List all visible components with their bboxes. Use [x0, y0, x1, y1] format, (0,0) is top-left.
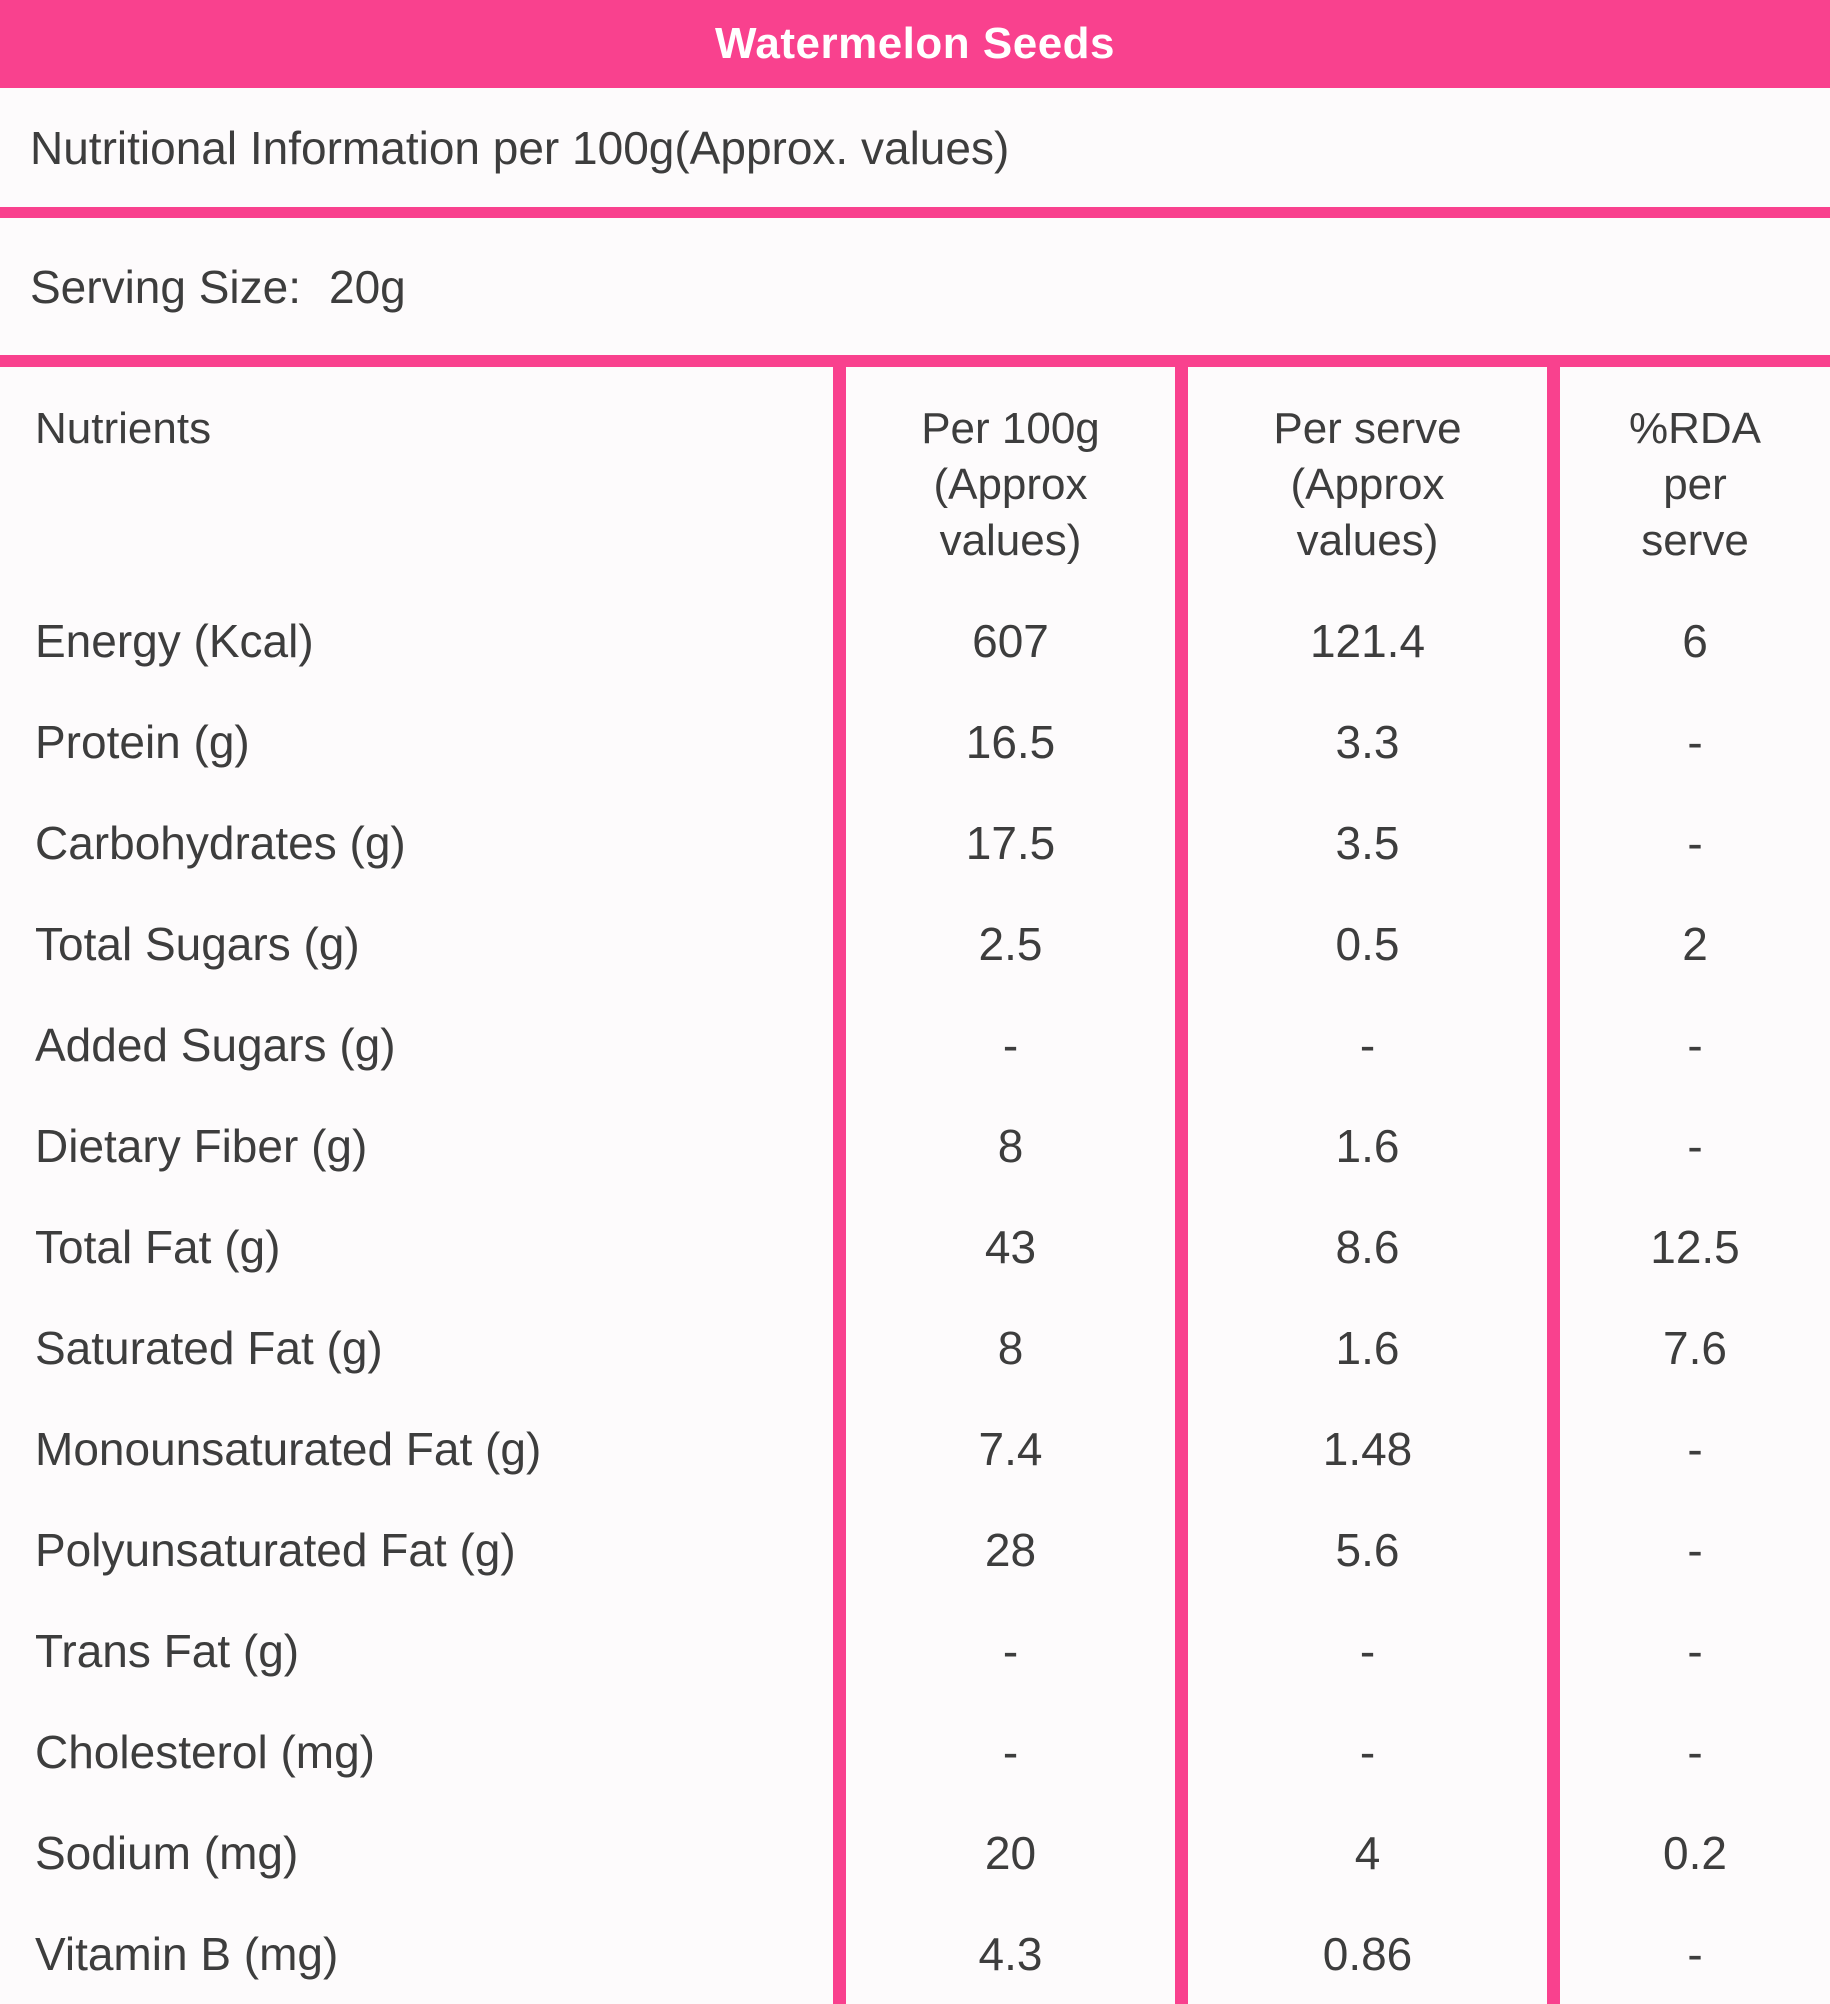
value-rda: 6: [1547, 590, 1830, 691]
header-line: values): [939, 516, 1082, 565]
nutrient-label: Cholesterol (mg): [35, 1725, 375, 1778]
value-per-100g: 17.5: [833, 792, 1175, 893]
value-per-serve: 5.6: [1175, 1499, 1547, 1600]
value-rda: -: [1547, 1095, 1830, 1196]
header-line: (Approx: [933, 460, 1088, 509]
value-rda: 7.6: [1547, 1297, 1830, 1398]
nutrient-label: Monounsaturated Fat (g): [35, 1422, 542, 1475]
header-line: Per serve: [1273, 404, 1462, 453]
value-rda: 12.5: [1547, 1196, 1830, 1297]
header-line: %RDA: [1628, 404, 1762, 453]
value-rda: -: [1547, 691, 1830, 792]
value-rda: -: [1547, 1600, 1830, 1701]
value-rda: -: [1547, 1903, 1830, 2004]
nutrient-label: Polyunsaturated Fat (g): [35, 1523, 516, 1576]
divider-top: [0, 207, 1830, 218]
nutritional-info-text: Nutritional Information per 100g(Approx.…: [30, 121, 1010, 174]
value-per-serve: 0.86: [1175, 1903, 1547, 2004]
value-per-100g: -: [833, 1701, 1175, 1802]
divider-serving: [0, 355, 1830, 367]
nutrient-label: Trans Fat (g): [35, 1624, 300, 1677]
nutrient-label: Carbohydrates (g): [35, 816, 406, 869]
nutrient-label: Dietary Fiber (g): [35, 1119, 368, 1172]
header-line: Per 100g: [921, 404, 1100, 453]
value-per-serve: 8.6: [1175, 1196, 1547, 1297]
serving-size-label: Serving Size:: [30, 260, 302, 313]
serving-size-value: 20g: [329, 260, 406, 313]
nutrient-label: Total Sugars (g): [35, 917, 360, 970]
value-per-100g: 43: [833, 1196, 1175, 1297]
value-per-serve: 1.48: [1175, 1398, 1547, 1499]
nutrient-label: Sodium (mg): [35, 1826, 299, 1879]
value-per-100g: -: [833, 994, 1175, 1095]
value-per-100g: 8: [833, 1297, 1175, 1398]
value-per-100g: 28: [833, 1499, 1175, 1600]
value-per-100g: 8: [833, 1095, 1175, 1196]
column-header-per-100g-text: Per 100g (Approx values): [921, 401, 1100, 569]
value-per-serve: -: [1175, 994, 1547, 1095]
nutritional-info-row: Nutritional Information per 100g(Approx.…: [0, 88, 1830, 207]
value-per-serve: 3.5: [1175, 792, 1547, 893]
value-per-serve: 1.6: [1175, 1297, 1547, 1398]
column-header-per-serve: Per serve (Approx values): [1175, 367, 1547, 590]
value-per-100g: 2.5: [833, 893, 1175, 994]
column-header-nutrients-text: Nutrients: [35, 404, 212, 453]
value-rda: -: [1547, 1701, 1830, 1802]
nutrient-label: Protein (g): [35, 715, 250, 768]
column-header-per-100g: Per 100g (Approx values): [833, 367, 1175, 590]
column-header-per-serve-text: Per serve (Approx values): [1273, 401, 1461, 569]
value-per-serve: 0.5: [1175, 893, 1547, 994]
nutrient-label: Added Sugars (g): [35, 1018, 396, 1071]
value-rda: -: [1547, 1398, 1830, 1499]
value-rda: 0.2: [1547, 1802, 1830, 1903]
title-band: Watermelon Seeds: [0, 0, 1830, 88]
value-rda: -: [1547, 994, 1830, 1095]
nutrition-table: Nutrients Per 100g (Approx values) Per s…: [0, 367, 1830, 2004]
serving-size-row: Serving Size: 20g: [0, 218, 1830, 355]
nutrient-label: Saturated Fat (g): [35, 1321, 383, 1374]
value-per-serve: 121.4: [1175, 590, 1547, 691]
value-rda: -: [1547, 1499, 1830, 1600]
column-header-rda-text: %RDA per serve: [1629, 401, 1761, 569]
column-header-nutrients: Nutrients: [0, 367, 833, 590]
column-header-rda: %RDA per serve: [1547, 367, 1830, 590]
value-per-serve: 1.6: [1175, 1095, 1547, 1196]
value-per-100g: 4.3: [833, 1903, 1175, 2004]
value-per-100g: 7.4: [833, 1398, 1175, 1499]
header-line: serve: [1641, 516, 1749, 565]
nutrient-label: Vitamin B (mg): [35, 1927, 339, 1980]
value-per-100g: 607: [833, 590, 1175, 691]
header-line: values): [1296, 516, 1439, 565]
value-per-serve: 4: [1175, 1802, 1547, 1903]
value-per-serve: -: [1175, 1600, 1547, 1701]
nutrient-label: Total Fat (g): [35, 1220, 281, 1273]
value-rda: -: [1547, 792, 1830, 893]
product-title: Watermelon Seeds: [714, 19, 1116, 68]
header-line: per: [1663, 460, 1727, 509]
value-per-100g: -: [833, 1600, 1175, 1701]
value-per-100g: 16.5: [833, 691, 1175, 792]
value-rda: 2: [1547, 893, 1830, 994]
value-per-serve: 3.3: [1175, 691, 1547, 792]
value-per-100g: 20: [833, 1802, 1175, 1903]
header-line: (Approx: [1290, 460, 1445, 509]
value-per-serve: -: [1175, 1701, 1547, 1802]
nutrient-label: Energy (Kcal): [35, 614, 314, 667]
